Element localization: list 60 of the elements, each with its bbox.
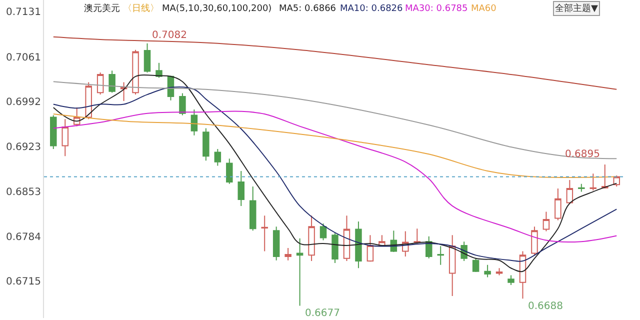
candlestick <box>519 250 526 300</box>
text: MA10: 0.6826 <box>340 4 404 14</box>
candlestick <box>343 215 350 262</box>
annotation: 0.6688 <box>528 301 563 312</box>
candlestick <box>62 118 68 157</box>
text: MA60 <box>471 4 497 14</box>
candlestick <box>108 70 116 94</box>
candlestick <box>296 238 304 306</box>
candlestick <box>120 82 128 102</box>
candlestick <box>484 264 491 278</box>
candlestick <box>448 234 456 296</box>
candlestick <box>566 180 574 204</box>
candlestick <box>308 215 315 262</box>
candlestick <box>284 248 292 261</box>
annotation: 0.6677 <box>305 308 340 319</box>
candlestick <box>50 114 57 150</box>
candlestick <box>554 188 562 221</box>
candlestick <box>590 173 597 191</box>
annotation: MA(5,10,30,60,100,200) <box>162 4 272 14</box>
candlestick <box>144 42 151 74</box>
candlestick <box>132 49 139 96</box>
candlestick <box>249 186 256 232</box>
y-tick-label: 0.7131 <box>6 7 41 18</box>
candlestick <box>472 258 480 273</box>
annotation: 全部主题▼ <box>555 3 598 14</box>
candlestick <box>190 108 198 136</box>
candlestick <box>226 158 233 184</box>
y-tick-label: 0.7061 <box>6 52 41 64</box>
candlestick <box>508 274 514 286</box>
y-tick-label: 0.6784 <box>6 232 41 243</box>
candlestick <box>85 82 92 120</box>
text: MA5: 0.6866 <box>279 4 336 14</box>
y-tick-label: 0.6923 <box>6 142 41 153</box>
candlestick <box>414 228 421 244</box>
y-tick-label: 0.6992 <box>6 97 41 108</box>
candlestick <box>578 183 585 192</box>
candlestick <box>272 226 280 261</box>
candlestick <box>202 128 210 162</box>
candlestick <box>179 92 186 116</box>
candlestick <box>496 268 503 276</box>
candlestick <box>214 148 222 166</box>
candlestick <box>320 222 327 241</box>
candlestick <box>261 215 268 252</box>
y-tick-label: 0.6853 <box>6 187 41 198</box>
line-series <box>52 110 618 243</box>
annotation: 0.7082 <box>152 30 187 41</box>
y-tick-label: 0.6715 <box>6 276 41 288</box>
candlestick <box>531 226 538 256</box>
candlestick <box>96 72 104 96</box>
candlestick <box>437 246 444 266</box>
text: MA30: 0.6785 <box>405 4 468 14</box>
chart-subtitle: 〈日线〉 <box>123 3 159 14</box>
annotation: 0.6895 <box>565 149 600 160</box>
candlestick <box>332 232 338 264</box>
line-series <box>52 81 618 160</box>
candlestick <box>366 234 374 262</box>
candlestick <box>355 221 362 269</box>
candlestick <box>542 211 550 232</box>
candlestick <box>238 170 244 206</box>
chart-title: 澳元美元 <box>84 3 120 14</box>
